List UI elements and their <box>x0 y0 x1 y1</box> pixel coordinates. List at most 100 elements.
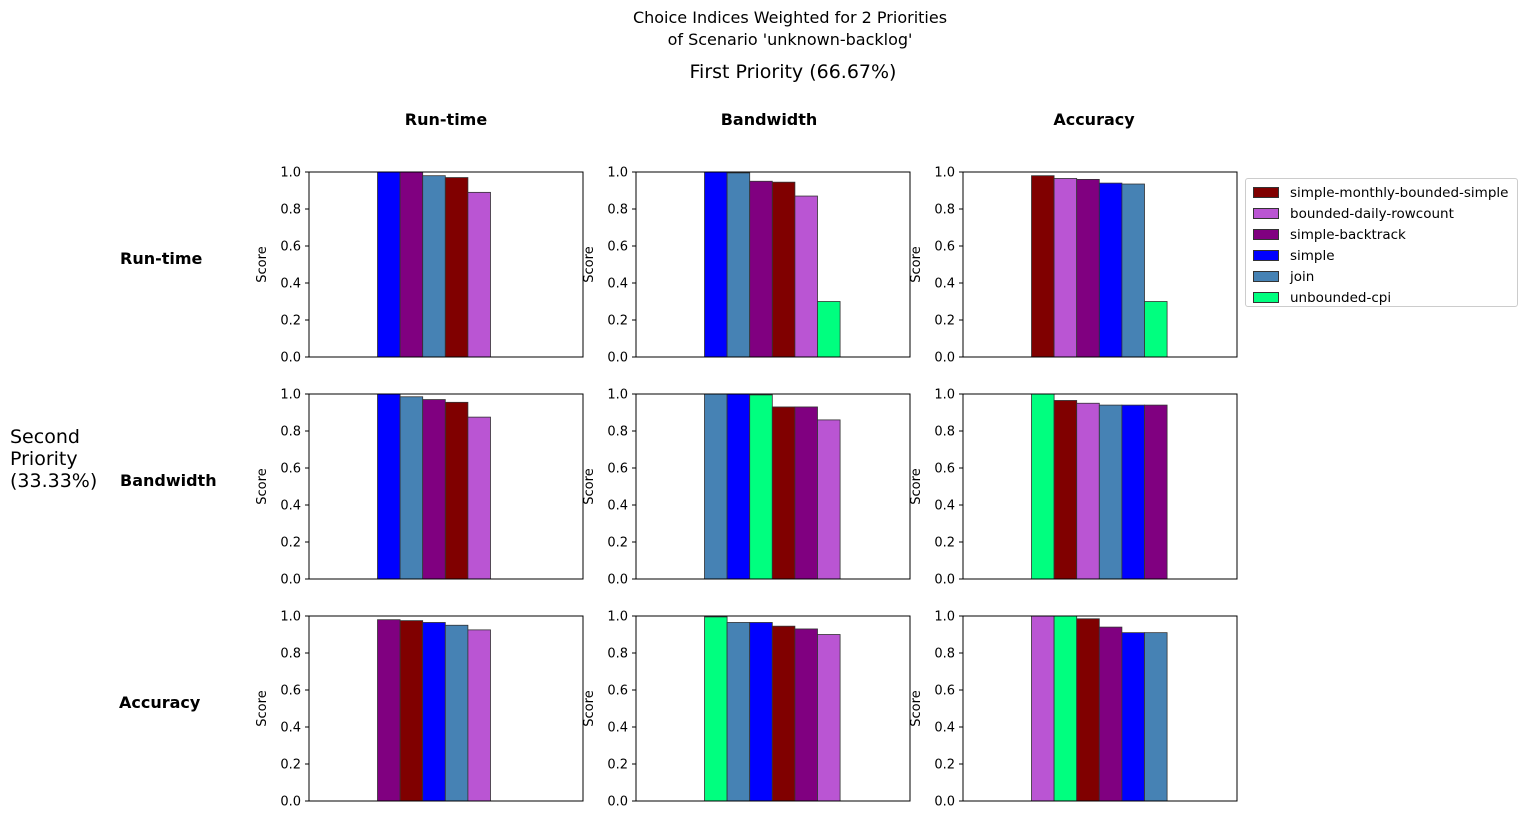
bar-join <box>704 393 728 580</box>
legend-swatch <box>1253 229 1279 240</box>
bar-bounded-daily-rowcount <box>817 634 841 802</box>
y-tick-label: 1.0 <box>934 166 955 181</box>
bar-simple-monthly-bounded-simple <box>1076 618 1100 802</box>
second-priority-label: Second Priority (33.33%) <box>10 426 98 492</box>
bar-unbounded-cpi <box>704 616 728 802</box>
legend-swatch <box>1253 208 1279 219</box>
bar-join <box>399 396 424 580</box>
figure-title-text: Choice Indices Weighted for 2 Priorities… <box>0 7 1529 51</box>
y-axis-label: Score <box>909 468 924 504</box>
bar-simple-monthly-bounded-simple <box>1053 400 1078 580</box>
y-axis-label: Score <box>255 246 270 282</box>
bar-unbounded-cpi <box>817 301 841 358</box>
bar-simple-backtrack <box>422 399 446 580</box>
bar-simple-backtrack <box>377 619 401 802</box>
y-tick-label: 0.0 <box>607 573 628 588</box>
bar-bounded-daily-rowcount <box>817 419 841 580</box>
legend-label: simple <box>1290 247 1335 264</box>
y-tick-label: 1.0 <box>934 388 955 403</box>
subplot-run-time-accuracy: 0.0 0.2 0.4 0.6 0.8 1.0 Score <box>909 166 1238 366</box>
y-tick-label: 0.6 <box>607 462 628 477</box>
y-tick-label: 0.0 <box>280 351 301 366</box>
y-tick-label: 0.4 <box>934 277 955 292</box>
subplot-accuracy-bandwidth: 0.0 0.2 0.4 0.6 0.8 1.0 Score <box>582 610 911 810</box>
bar-simple-backtrack <box>1076 178 1100 358</box>
y-tick-label: 0.4 <box>934 499 955 514</box>
legend-swatch <box>1253 292 1279 303</box>
bar-simple <box>1098 182 1123 358</box>
axes-frame <box>962 393 1238 580</box>
bar-simple-backtrack <box>794 628 818 802</box>
bar-simple-monthly-bounded-simple <box>1031 175 1055 358</box>
bar-simple-backtrack <box>1144 404 1168 580</box>
bar-bounded-daily-rowcount <box>1053 178 1078 358</box>
bar-simple <box>749 622 773 802</box>
y-tick-label: 0.8 <box>607 203 628 218</box>
row-header-bandwidth: Bandwidth <box>120 471 217 490</box>
bar-simple-monthly-bounded-simple <box>444 177 469 358</box>
y-tick-label: 0.0 <box>607 795 628 810</box>
legend-label: simple-backtrack <box>1290 226 1406 243</box>
y-tick-label: 0.2 <box>607 758 628 773</box>
y-tick-label: 0.6 <box>934 240 955 255</box>
bar-join <box>1098 404 1123 580</box>
bar-join <box>1121 183 1145 358</box>
y-tick-label: 0.6 <box>934 462 955 477</box>
legend-item: simple-backtrack <box>1246 224 1517 245</box>
y-tick-label: 0.4 <box>280 721 301 736</box>
subplot-run-time-run-time: 0.0 0.2 0.4 0.6 0.8 1.0 Score <box>255 166 584 366</box>
bar-simple-backtrack <box>794 406 818 580</box>
legend-swatch <box>1253 250 1279 261</box>
legend-label: join <box>1290 268 1315 285</box>
figure-title: Choice Indices Weighted for 2 Priorities… <box>0 7 1529 51</box>
y-tick-label: 0.6 <box>607 684 628 699</box>
y-tick-label: 0.0 <box>934 795 955 810</box>
legend-label: unbounded-cpi <box>1290 289 1392 306</box>
legend-swatch <box>1253 271 1279 282</box>
y-tick-label: 0.8 <box>607 425 628 440</box>
y-tick-label: 0.0 <box>607 351 628 366</box>
axes-frame <box>308 171 584 358</box>
subplot-bandwidth-accuracy: 0.0 0.2 0.4 0.6 0.8 1.0 Score <box>909 388 1238 588</box>
bar-unbounded-cpi <box>749 394 773 580</box>
legend-item: unbounded-cpi <box>1246 287 1517 308</box>
y-tick-label: 0.4 <box>607 721 628 736</box>
column-header-accuracy: Accuracy <box>1053 110 1135 129</box>
subplot-accuracy-accuracy: 0.0 0.2 0.4 0.6 0.8 1.0 Score <box>909 610 1238 810</box>
bar-bounded-daily-rowcount <box>467 629 491 802</box>
y-tick-label: 0.6 <box>280 684 301 699</box>
y-axis-label: Score <box>582 468 597 504</box>
axes-frame <box>635 615 911 802</box>
legend-item: simple-monthly-bounded-simple <box>1246 182 1517 203</box>
bar-simple-backtrack <box>749 180 773 358</box>
y-tick-label: 0.0 <box>934 351 955 366</box>
axes-frame <box>635 171 911 358</box>
y-tick-label: 1.0 <box>607 166 628 181</box>
y-tick-label: 1.0 <box>934 610 955 625</box>
y-tick-label: 0.2 <box>280 314 301 329</box>
y-tick-label: 1.0 <box>607 388 628 403</box>
subplot-bandwidth-bandwidth: 0.0 0.2 0.4 0.6 0.8 1.0 Score <box>582 388 911 588</box>
bar-simple <box>704 171 728 358</box>
legend: simple-monthly-bounded-simple bounded-dai… <box>1245 178 1518 307</box>
axes-frame <box>308 393 584 580</box>
bar-unbounded-cpi <box>1031 393 1055 580</box>
bar-simple-monthly-bounded-simple <box>399 620 424 802</box>
bar-simple <box>726 393 751 580</box>
subplot-accuracy-run-time: 0.0 0.2 0.4 0.6 0.8 1.0 Score <box>255 610 584 810</box>
figure-title-line: of Scenario 'unknown-backlog' <box>667 30 913 49</box>
y-tick-label: 0.6 <box>280 462 301 477</box>
bar-simple-backtrack <box>1098 626 1123 802</box>
bar-bounded-daily-rowcount <box>467 416 491 580</box>
bar-simple-monthly-bounded-simple <box>771 181 796 358</box>
subplot-bandwidth-run-time: 0.0 0.2 0.4 0.6 0.8 1.0 Score <box>255 388 584 588</box>
bar-join <box>726 622 751 802</box>
y-tick-label: 1.0 <box>280 166 301 181</box>
y-axis-label: Score <box>909 690 924 726</box>
y-tick-label: 0.4 <box>280 277 301 292</box>
legend-item: join <box>1246 266 1517 287</box>
column-header-bandwidth: Bandwidth <box>720 110 818 129</box>
row-header-accuracy: Accuracy <box>119 693 201 712</box>
y-tick-label: 0.8 <box>280 647 301 662</box>
legend-swatch <box>1253 187 1279 198</box>
